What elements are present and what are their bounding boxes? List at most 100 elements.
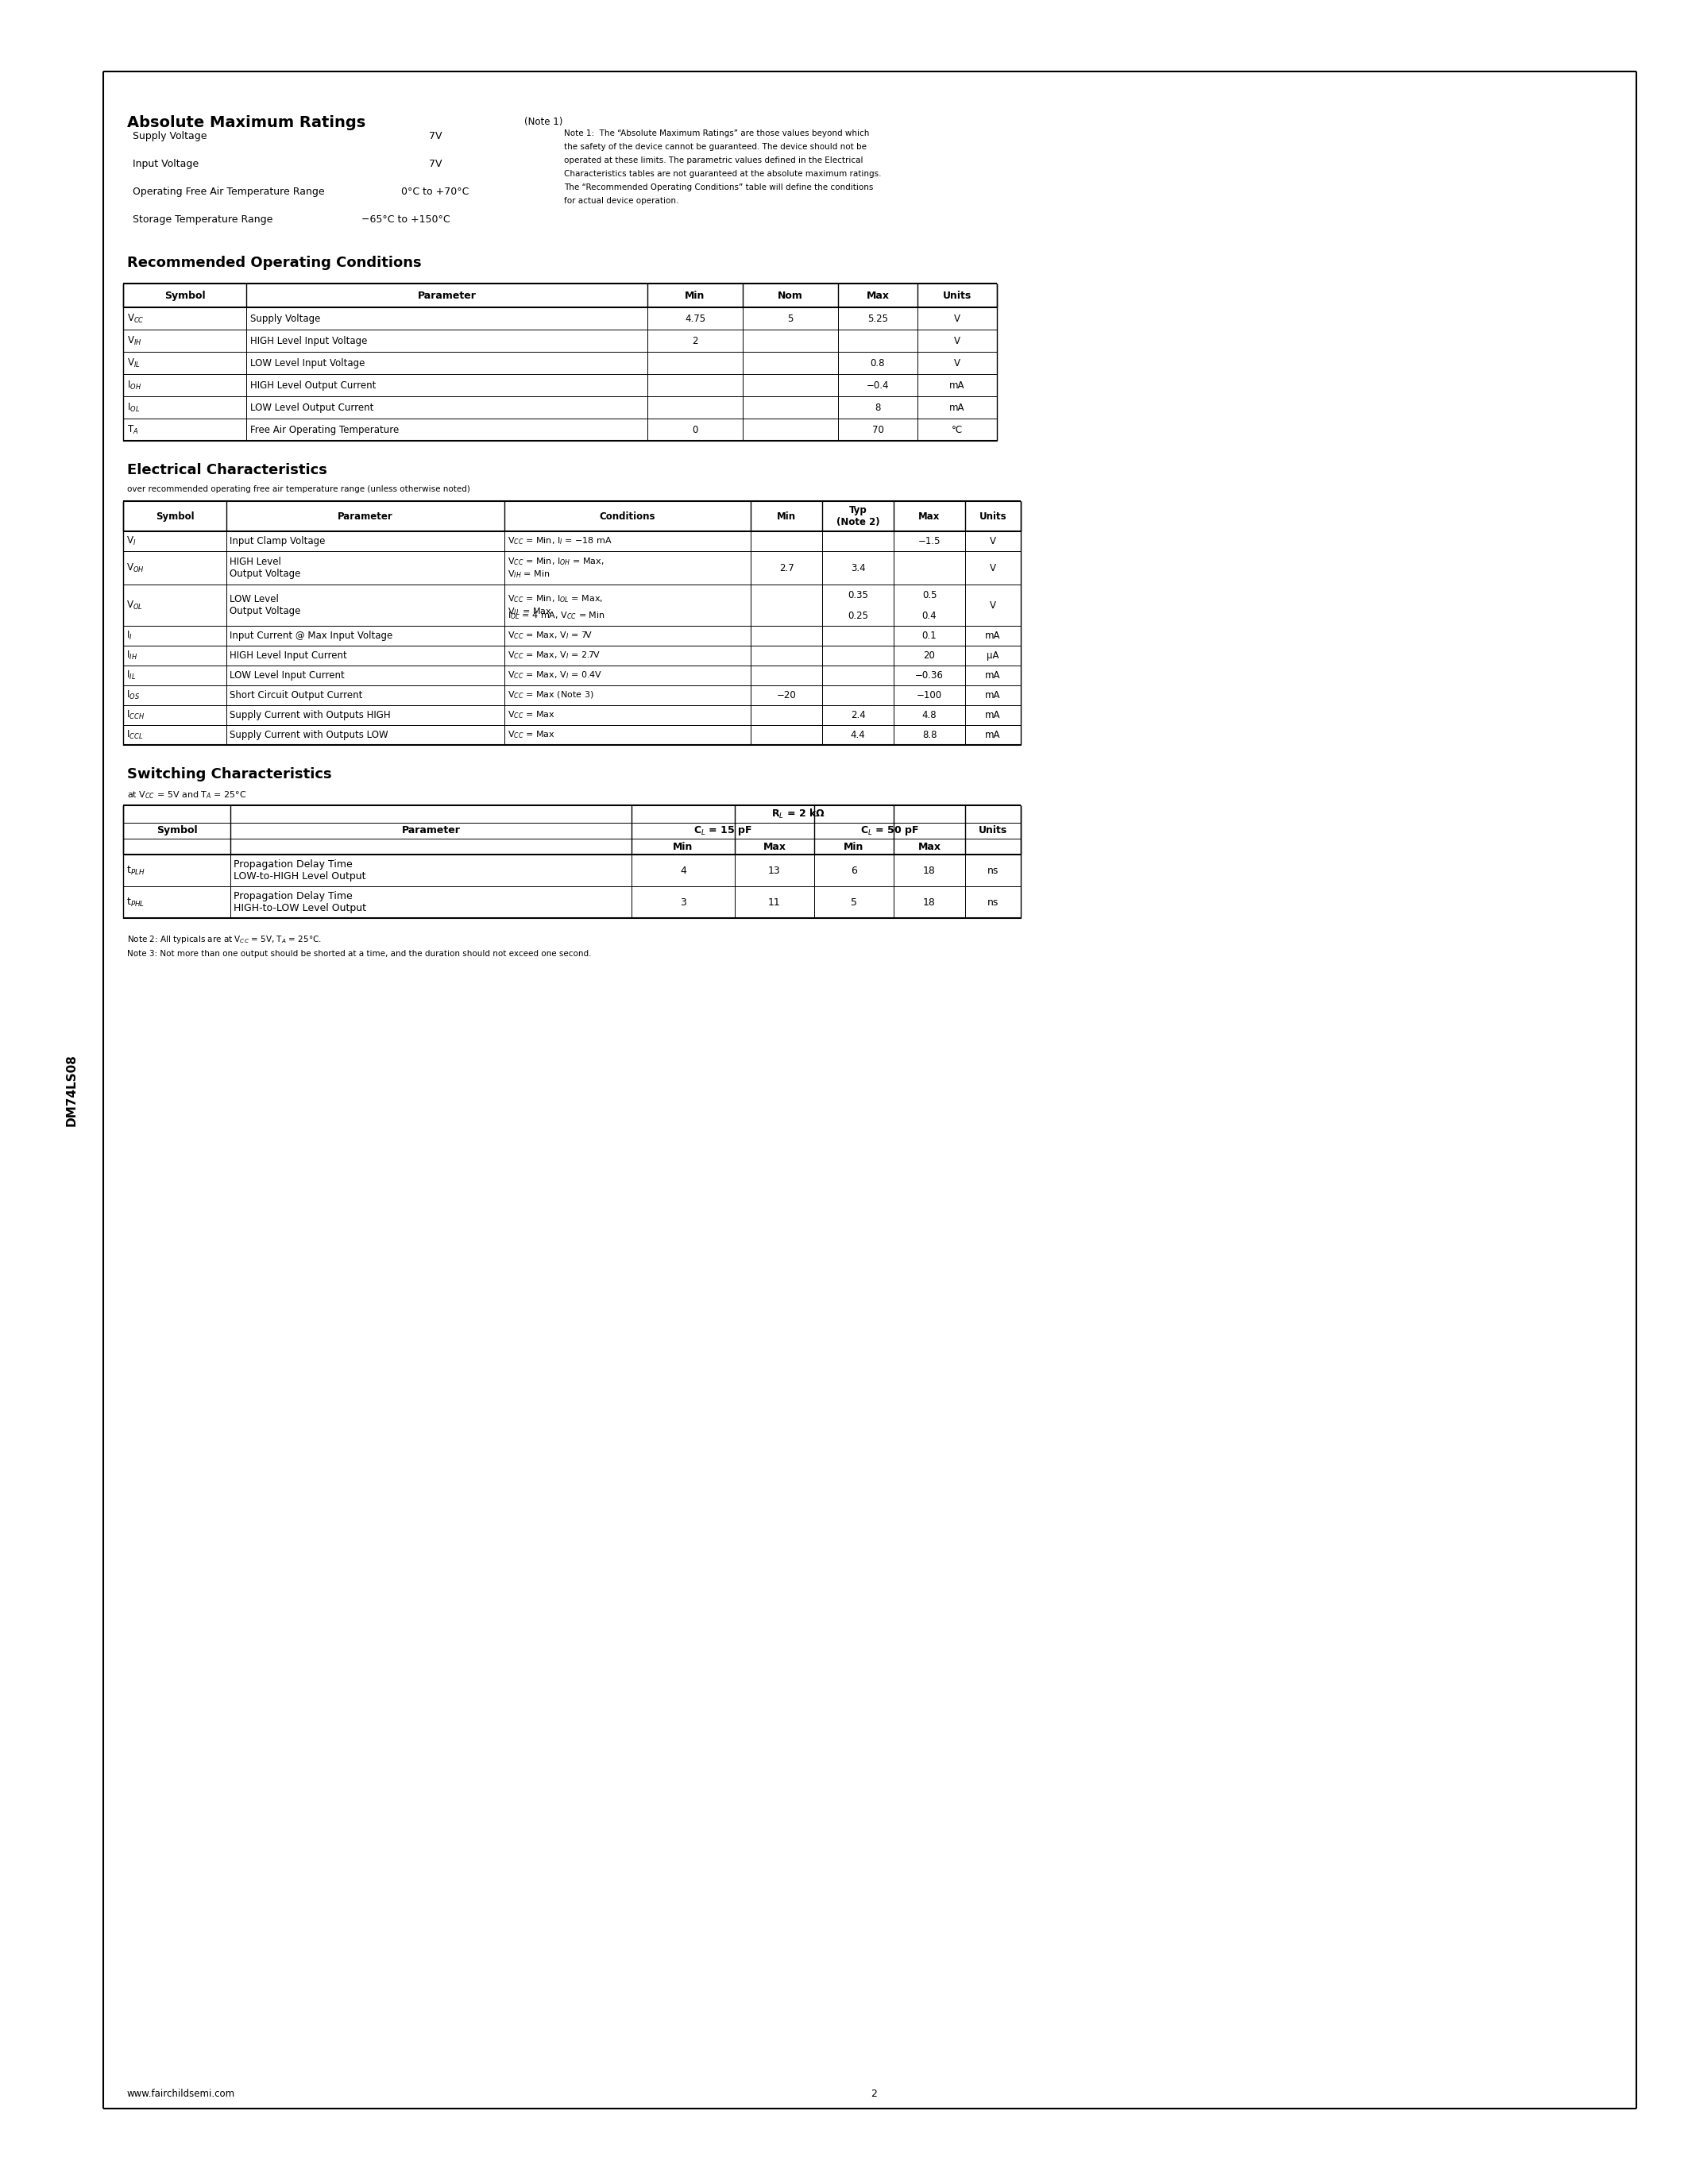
Text: 4.4: 4.4 (851, 729, 866, 740)
Text: I$_{CCH}$: I$_{CCH}$ (127, 710, 145, 721)
Text: 18: 18 (923, 898, 935, 906)
Text: Electrical Characteristics: Electrical Characteristics (127, 463, 327, 478)
Text: mA: mA (986, 670, 1001, 681)
Text: mA: mA (986, 690, 1001, 701)
Text: 2.4: 2.4 (851, 710, 866, 721)
Text: μA: μA (987, 651, 999, 662)
Text: Free Air Operating Temperature: Free Air Operating Temperature (250, 424, 398, 435)
Text: V$_{CC}$: V$_{CC}$ (127, 312, 143, 325)
Text: Operating Free Air Temperature Range: Operating Free Air Temperature Range (133, 186, 324, 197)
Text: (Note 1): (Note 1) (525, 116, 562, 127)
Text: 3: 3 (680, 898, 687, 906)
Text: LOW Level Input Current: LOW Level Input Current (230, 670, 344, 681)
Text: V$_{CC}$ = Min, I$_I$ = −18 mA: V$_{CC}$ = Min, I$_I$ = −18 mA (508, 535, 613, 546)
Text: 5: 5 (787, 312, 793, 323)
Text: HIGH Level Input Voltage: HIGH Level Input Voltage (250, 336, 368, 345)
Text: I$_{IL}$: I$_{IL}$ (127, 670, 137, 681)
Text: −65°C to +150°C: −65°C to +150°C (361, 214, 451, 225)
Text: 7V: 7V (429, 131, 442, 142)
Text: V$_I$: V$_I$ (127, 535, 137, 548)
Text: mA: mA (986, 631, 1001, 640)
Text: C$_L$ = 15 pF: C$_L$ = 15 pF (694, 823, 753, 836)
Text: V$_{CC}$ = Max, V$_I$ = 7V: V$_{CC}$ = Max, V$_I$ = 7V (508, 631, 592, 642)
Text: V$_{CC}$ = Min, I$_{OL}$ = Max,
V$_{IL}$ = Max: V$_{CC}$ = Min, I$_{OL}$ = Max, V$_{IL}$… (508, 594, 603, 616)
Text: Nom: Nom (778, 290, 803, 301)
Text: ns: ns (987, 865, 999, 876)
Text: Symbol: Symbol (157, 826, 197, 834)
Text: I$_{OS}$: I$_{OS}$ (127, 690, 140, 701)
Text: operated at these limits. The parametric values defined in the Electrical: operated at these limits. The parametric… (564, 157, 863, 164)
Text: Min: Min (674, 841, 694, 852)
Text: for actual device operation.: for actual device operation. (564, 197, 679, 205)
Text: The “Recommended Operating Conditions” table will define the conditions: The “Recommended Operating Conditions” t… (564, 183, 873, 192)
Text: 0.5: 0.5 (922, 590, 937, 601)
Text: Supply Voltage: Supply Voltage (250, 312, 321, 323)
Text: 0.4: 0.4 (922, 609, 937, 620)
Text: I$_{OL}$: I$_{OL}$ (127, 402, 140, 413)
Text: Max: Max (763, 841, 787, 852)
Text: t$_{PHL}$: t$_{PHL}$ (127, 895, 145, 909)
Text: 0°C to +70°C: 0°C to +70°C (402, 186, 469, 197)
Text: at V$_{CC}$ = 5V and T$_A$ = 25°C: at V$_{CC}$ = 5V and T$_A$ = 25°C (127, 788, 246, 799)
Text: V$_{CC}$ = Min, I$_{OH}$ = Max,
V$_{IH}$ = Min: V$_{CC}$ = Min, I$_{OH}$ = Max, V$_{IH}$… (508, 557, 604, 579)
Text: Supply Current with Outputs LOW: Supply Current with Outputs LOW (230, 729, 388, 740)
Text: V$_{OL}$: V$_{OL}$ (127, 598, 143, 612)
Text: HIGH Level Input Current: HIGH Level Input Current (230, 651, 348, 662)
Text: V: V (954, 336, 960, 345)
Text: V: V (989, 563, 996, 572)
Text: 2.7: 2.7 (778, 563, 793, 572)
Text: Supply Current with Outputs HIGH: Supply Current with Outputs HIGH (230, 710, 390, 721)
Text: the safety of the device cannot be guaranteed. The device should not be: the safety of the device cannot be guara… (564, 142, 866, 151)
Text: 7V: 7V (429, 159, 442, 168)
Text: 0.25: 0.25 (847, 609, 868, 620)
Text: 4.8: 4.8 (922, 710, 937, 721)
Text: Note 2: All typicals are at V$_{CC}$ = 5V, T$_A$ = 25°C.: Note 2: All typicals are at V$_{CC}$ = 5… (127, 935, 322, 946)
Text: 0.8: 0.8 (871, 358, 885, 369)
Text: V: V (989, 535, 996, 546)
Text: mA: mA (986, 710, 1001, 721)
Text: 0: 0 (692, 424, 699, 435)
Text: mA: mA (949, 380, 966, 391)
Text: I$_{CCL}$: I$_{CCL}$ (127, 729, 143, 740)
Text: DM74LS08: DM74LS08 (66, 1055, 78, 1127)
Text: www.fairchildsemi.com: www.fairchildsemi.com (127, 2090, 235, 2099)
Text: Parameter: Parameter (338, 511, 393, 522)
Text: Max: Max (866, 290, 890, 301)
Text: 5.25: 5.25 (868, 312, 888, 323)
Text: 8.8: 8.8 (922, 729, 937, 740)
Text: 4.75: 4.75 (685, 312, 706, 323)
Text: V$_{CC}$ = Max (Note 3): V$_{CC}$ = Max (Note 3) (508, 690, 594, 701)
Text: LOW Level
Output Voltage: LOW Level Output Voltage (230, 594, 300, 616)
Text: I$_{OL}$ = 4 mA, V$_{CC}$ = Min: I$_{OL}$ = 4 mA, V$_{CC}$ = Min (508, 609, 604, 620)
Text: Recommended Operating Conditions: Recommended Operating Conditions (127, 256, 422, 271)
Text: 0.1: 0.1 (922, 631, 937, 640)
Text: mA: mA (986, 729, 1001, 740)
Text: Input Clamp Voltage: Input Clamp Voltage (230, 535, 326, 546)
Text: 0.35: 0.35 (847, 590, 868, 601)
Text: C$_L$ = 50 pF: C$_L$ = 50 pF (861, 823, 918, 836)
Text: V: V (989, 601, 996, 609)
Text: Min: Min (685, 290, 706, 301)
Text: V: V (954, 358, 960, 369)
Text: Note 3: Not more than one output should be shorted at a time, and the duration s: Note 3: Not more than one output should … (127, 950, 591, 959)
Text: Input Voltage: Input Voltage (133, 159, 199, 168)
Text: V: V (954, 312, 960, 323)
Text: V$_{IH}$: V$_{IH}$ (127, 334, 142, 347)
Text: I$_{OH}$: I$_{OH}$ (127, 380, 142, 391)
Text: Propagation Delay Time
LOW-to-HIGH Level Output: Propagation Delay Time LOW-to-HIGH Level… (233, 858, 366, 882)
Text: Characteristics tables are not guaranteed at the absolute maximum ratings.: Characteristics tables are not guarantee… (564, 170, 881, 177)
Text: Supply Voltage: Supply Voltage (133, 131, 208, 142)
Text: t$_{PLH}$: t$_{PLH}$ (127, 865, 145, 876)
Text: Units: Units (979, 511, 1006, 522)
Text: I$_I$: I$_I$ (127, 629, 132, 642)
Text: I$_{IH}$: I$_{IH}$ (127, 649, 137, 662)
Text: °C: °C (952, 424, 962, 435)
Text: V$_{OH}$: V$_{OH}$ (127, 561, 143, 574)
Text: LOW Level Input Voltage: LOW Level Input Voltage (250, 358, 365, 369)
Text: 6: 6 (851, 865, 858, 876)
Text: Parameter: Parameter (402, 826, 461, 834)
Text: Parameter: Parameter (417, 290, 476, 301)
Text: ns: ns (987, 898, 999, 906)
Text: 8: 8 (874, 402, 881, 413)
Text: V$_{CC}$ = Max, V$_I$ = 2.7V: V$_{CC}$ = Max, V$_I$ = 2.7V (508, 651, 601, 662)
